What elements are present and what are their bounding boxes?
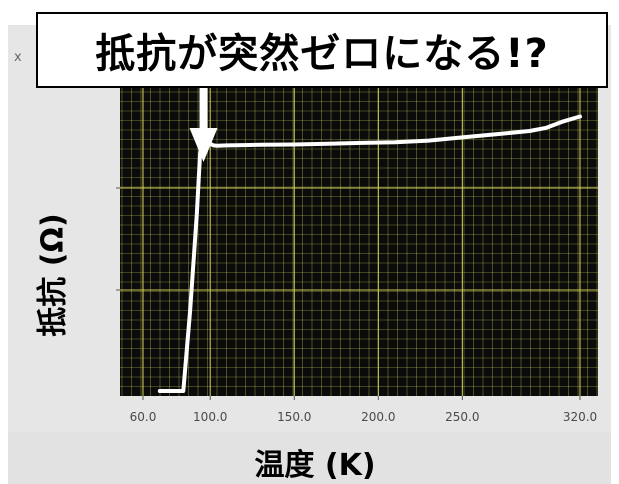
plot-area <box>120 88 598 396</box>
axes: 60.0 100.0 150.0 200.0 250.0 320.0 <box>116 187 597 424</box>
x-tick-label: 100.0 <box>193 410 227 424</box>
annotation-layer <box>189 88 218 162</box>
x-tick-label: 250.0 <box>445 410 479 424</box>
series-layer <box>157 114 582 393</box>
x-axis-label: 温度 (K) <box>254 448 376 483</box>
y-axis-label-container: 抵抗 (Ω) <box>20 190 80 360</box>
series-line <box>157 114 582 393</box>
y-axis-label: 抵抗 (Ω) <box>36 213 71 337</box>
title-banner: 抵抗が突然ゼロになる!? <box>36 12 608 88</box>
x-tick-label: 320.0 <box>563 410 597 424</box>
graph-window-bottom-bar <box>8 432 611 484</box>
x-tick-label: 200.0 <box>361 410 395 424</box>
window-tab-marker: x <box>14 50 22 65</box>
grid-lines <box>120 88 598 396</box>
page-title: 抵抗が突然ゼロになる!? <box>95 31 549 77</box>
arrow-head <box>189 128 218 162</box>
x-tick-label: 60.0 <box>130 410 157 424</box>
arrow-shaft <box>199 88 208 130</box>
x-tick-label: 150.0 <box>277 410 311 424</box>
